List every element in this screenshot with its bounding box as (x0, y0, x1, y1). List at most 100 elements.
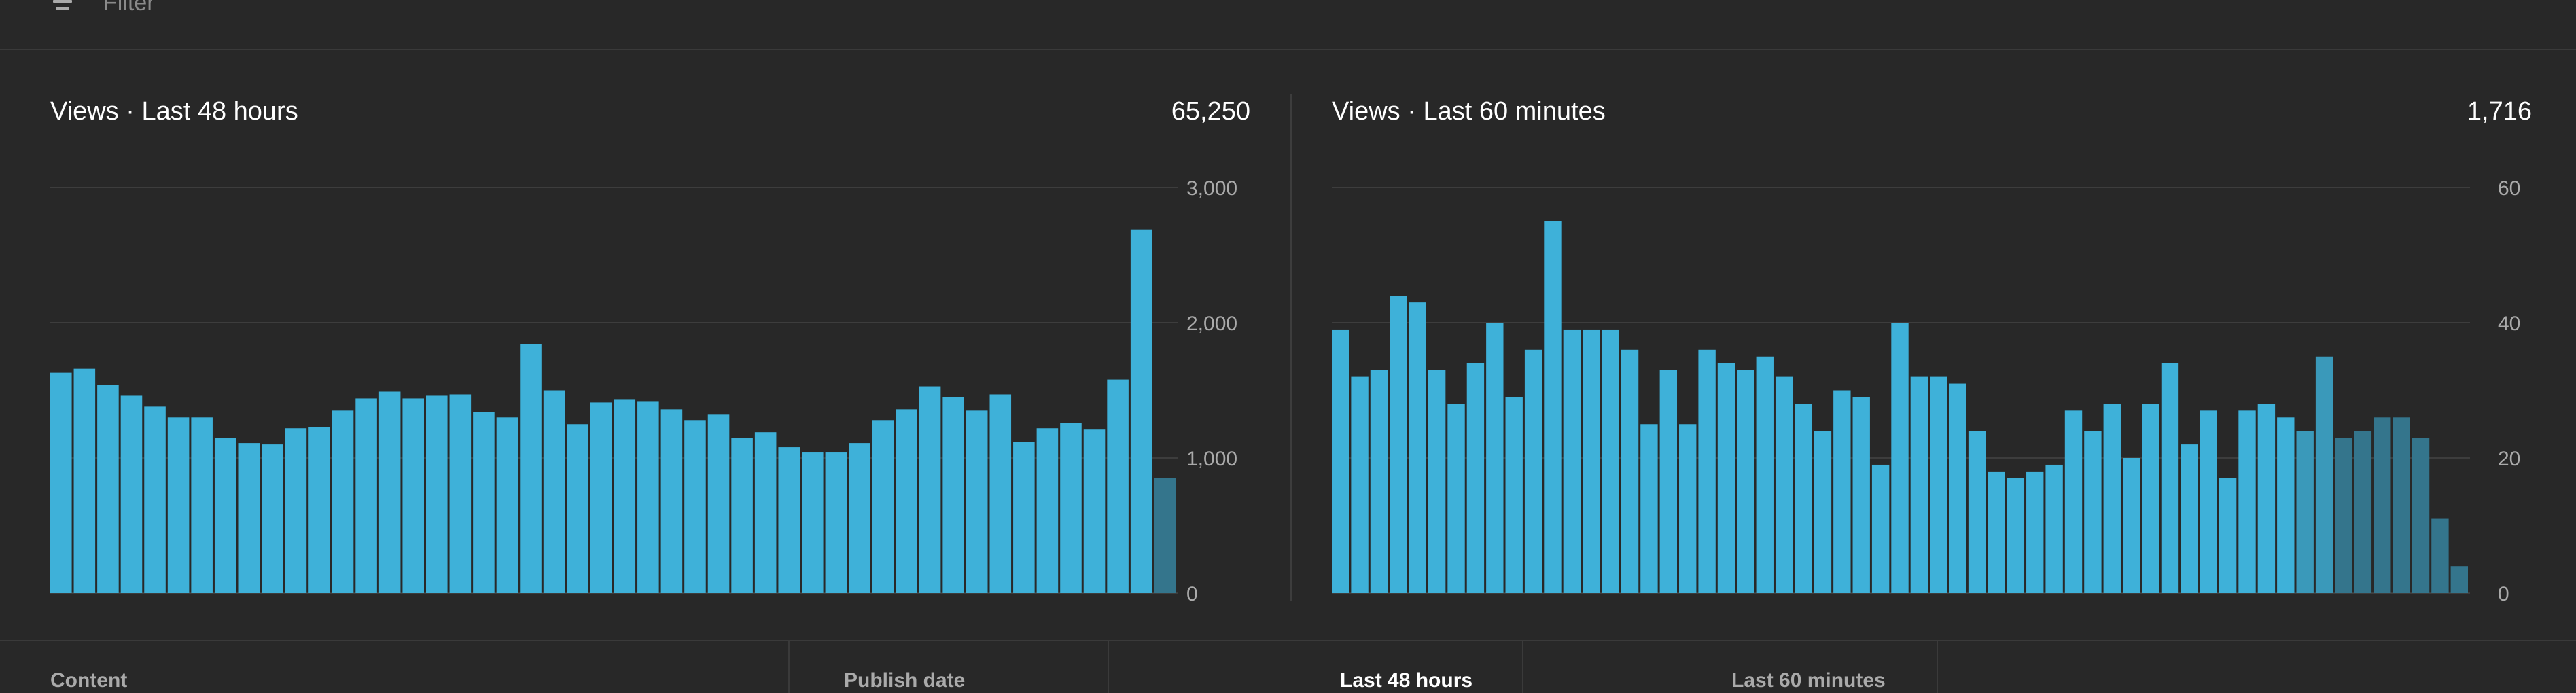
chart-bar[interactable] (1390, 296, 1407, 593)
filter-lines-icon[interactable] (50, 0, 73, 14)
chart-bar[interactable] (2045, 464, 2063, 593)
chart-bar[interactable] (2393, 417, 2410, 593)
chart-bar[interactable] (778, 447, 800, 593)
chart-bar[interactable] (2238, 410, 2256, 593)
chart-bar[interactable] (2296, 431, 2314, 593)
chart-bar[interactable] (1871, 464, 1890, 593)
chart-bar[interactable] (1486, 323, 1504, 593)
chart-bar[interactable] (1130, 229, 1152, 593)
chart-bar[interactable] (1505, 397, 1523, 593)
chart-bar[interactable] (942, 397, 964, 593)
chart-bar[interactable] (707, 414, 730, 593)
chart-bar[interactable] (2412, 438, 2430, 593)
chart-bar[interactable] (167, 417, 190, 593)
chart-bar[interactable] (73, 368, 96, 593)
chart-bar[interactable] (1717, 363, 1735, 593)
chart-bar[interactable] (1891, 323, 1909, 593)
column-header-last-60-minutes[interactable]: Last 60 minutes (1731, 669, 1886, 692)
chart-bar[interactable] (1428, 370, 1446, 593)
chart-bar[interactable] (2122, 458, 2140, 593)
chart-bar[interactable] (2431, 518, 2449, 593)
chart-bar[interactable] (2277, 417, 2295, 593)
chart-bar[interactable] (214, 438, 236, 593)
chart-bar[interactable] (1988, 471, 2005, 593)
chart-bar[interactable] (802, 452, 824, 593)
chart-bar[interactable] (1698, 349, 1716, 593)
chart-bar[interactable] (1544, 221, 1562, 593)
chart-bar[interactable] (2026, 471, 2044, 593)
chart-bar[interactable] (426, 395, 448, 593)
chart-bar[interactable] (1083, 429, 1106, 593)
chart-bar[interactable] (238, 443, 260, 593)
chart-bar[interactable] (1775, 376, 1793, 593)
chart-bar[interactable] (849, 443, 870, 593)
chart-bar[interactable] (1640, 424, 1658, 593)
chart-bar[interactable] (1370, 370, 1388, 593)
chart-bar[interactable] (2142, 404, 2159, 593)
chart-bar[interactable] (50, 372, 72, 593)
chart-bar[interactable] (966, 410, 988, 593)
chart-bar[interactable] (637, 401, 659, 593)
chart-bar[interactable] (2450, 566, 2468, 593)
chart-bar[interactable] (2007, 478, 2025, 593)
chart-bar[interactable] (1524, 349, 1542, 593)
chart-bar[interactable] (919, 386, 941, 593)
chart-bar[interactable] (144, 406, 166, 593)
chart-bar[interactable] (2161, 363, 2179, 593)
chart-bar[interactable] (1737, 370, 1754, 593)
chart-bar[interactable] (1602, 329, 1619, 593)
chart-bar[interactable] (1060, 423, 1082, 593)
chart-bar[interactable] (2374, 417, 2391, 593)
chart-bar[interactable] (402, 398, 424, 593)
chart-bar[interactable] (473, 412, 495, 593)
chart-bar[interactable] (1036, 428, 1059, 593)
chart-bar[interactable] (355, 398, 377, 593)
chart-bar[interactable] (684, 420, 706, 593)
chart-bar[interactable] (1351, 376, 1369, 593)
chart-bar[interactable] (2181, 444, 2198, 593)
chart-bar[interactable] (1852, 397, 1870, 593)
chart-bar[interactable] (2103, 404, 2121, 593)
chart-bar[interactable] (1930, 376, 1947, 593)
chart-bar[interactable] (308, 427, 330, 593)
chart-bar[interactable] (120, 395, 143, 593)
chart-bar[interactable] (2219, 478, 2237, 593)
chart-bar[interactable] (520, 344, 542, 593)
chart-bar[interactable] (1659, 370, 1678, 593)
chart-bar[interactable] (2200, 410, 2217, 593)
chart-bar[interactable] (2257, 404, 2276, 593)
chart-bar[interactable] (262, 444, 283, 593)
chart-bar[interactable] (1968, 431, 1986, 593)
filter-input[interactable]: Filter (103, 0, 155, 16)
chart-bar[interactable] (496, 417, 518, 593)
chart-bar[interactable] (449, 394, 472, 593)
chart-bar[interactable] (1107, 379, 1129, 593)
chart-bar[interactable] (1910, 376, 1928, 593)
chart-bar[interactable] (1563, 329, 1581, 593)
chart-bar[interactable] (1332, 329, 1349, 593)
chart-bar[interactable] (989, 394, 1012, 593)
chart-bar[interactable] (1409, 302, 1426, 593)
chart-bar[interactable] (332, 410, 354, 593)
chart-bar[interactable] (872, 420, 894, 593)
chart-bar[interactable] (2315, 356, 2333, 593)
chart-bar[interactable] (2354, 431, 2372, 593)
chart-bar[interactable] (2335, 438, 2352, 593)
chart-bar[interactable] (1756, 356, 1774, 593)
chart-bar[interactable] (660, 409, 683, 593)
chart-bar[interactable] (1621, 349, 1639, 593)
chart-bar[interactable] (1949, 383, 1966, 593)
chart-bar[interactable] (285, 428, 307, 593)
chart-bar[interactable] (2064, 410, 2083, 593)
column-header-publish-date[interactable]: Publish date (844, 669, 966, 692)
chart-bar[interactable] (731, 438, 753, 593)
chart-bar[interactable] (567, 424, 588, 593)
chart-bar[interactable] (1583, 329, 1600, 593)
chart-bar[interactable] (2084, 431, 2102, 593)
chart-bar[interactable] (1154, 478, 1176, 593)
chart-bar[interactable] (1833, 390, 1851, 594)
chart-bar[interactable] (191, 417, 213, 593)
chart-bar[interactable] (1679, 424, 1697, 593)
chart-bar[interactable] (825, 452, 847, 593)
chart-bar[interactable] (1814, 431, 1832, 593)
